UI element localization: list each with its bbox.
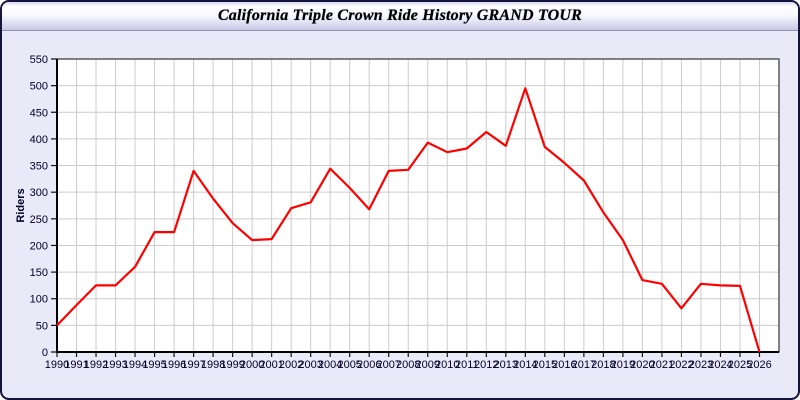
x-tick-label: 2000 (240, 359, 264, 371)
x-tick-label: 1998 (201, 359, 225, 371)
y-tick-label: 150 (30, 267, 48, 279)
x-tick-label: 2001 (259, 359, 283, 371)
x-tick-label: 2008 (396, 359, 420, 371)
x-tick-label: 2002 (279, 359, 303, 371)
x-tick-label: 2011 (455, 359, 479, 371)
y-tick-label: 300 (30, 187, 48, 199)
y-tick-label: 550 (30, 54, 48, 66)
x-tick-label: 2013 (494, 359, 518, 371)
x-tick-label: 1991 (64, 359, 88, 371)
y-tick-label: 250 (30, 214, 48, 226)
y-tick-label: 100 (30, 294, 48, 306)
x-tick-label: 2022 (669, 359, 693, 371)
x-tick-label: 2009 (416, 359, 440, 371)
chart-panel: 0 50 100 150 200 250 300 350 400 450 500 550 1990 199… (2, 31, 798, 398)
x-tick-label: 2023 (689, 359, 713, 371)
x-tick-label: 2016 (552, 359, 576, 371)
x-tick-label: 2015 (533, 359, 557, 371)
x-tick-label: 2026 (747, 359, 771, 371)
x-tick-label: 2018 (591, 359, 615, 371)
y-tick-label: 0 (42, 347, 48, 359)
x-tick-label: 2010 (435, 359, 459, 371)
data-line (56, 87, 761, 353)
line-chart: 0501001502002503003504004505005501990199… (15, 54, 780, 371)
x-tick-label: 2004 (318, 359, 342, 371)
y-tick-label: 200 (30, 240, 48, 252)
x-tick-label: 2007 (376, 359, 400, 371)
x-tick-label: 1994 (123, 359, 147, 371)
x-tick-label: 1993 (103, 359, 127, 371)
y-axis-title: Riders (15, 188, 27, 222)
x-tick-label: 2021 (650, 359, 674, 371)
x-tick-label: 1995 (142, 359, 166, 371)
x-tick-label: 2003 (298, 359, 322, 371)
y-tick-label: 500 (30, 81, 48, 93)
x-tick-label: 1999 (220, 359, 244, 371)
x-tick-label: 1997 (181, 359, 205, 371)
x-tick-label: 1990 (45, 359, 69, 371)
titlebar: California Triple Crown Ride History GRA… (2, 2, 798, 31)
y-tick-label: 400 (30, 134, 48, 146)
x-tick-label: 2025 (728, 359, 752, 371)
x-tick-label: 2020 (630, 359, 654, 371)
x-tick-label: 2005 (337, 359, 361, 371)
y-tick-label: 450 (30, 107, 48, 119)
x-tick-label: 2012 (474, 359, 498, 371)
x-tick-label: 2014 (513, 359, 537, 371)
x-tick-label: 2019 (611, 359, 635, 371)
x-tick-label: 2006 (357, 359, 381, 371)
y-tick-label: 50 (36, 320, 48, 332)
x-tick-label: 1996 (162, 359, 186, 371)
x-tick-label: 1992 (84, 359, 108, 371)
chart-title: California Triple Crown Ride History GRA… (217, 7, 583, 24)
x-tick-label: 2017 (572, 359, 596, 371)
y-tick-label: 350 (30, 161, 48, 173)
x-tick-label: 2024 (708, 359, 732, 371)
plot-area (57, 59, 779, 352)
